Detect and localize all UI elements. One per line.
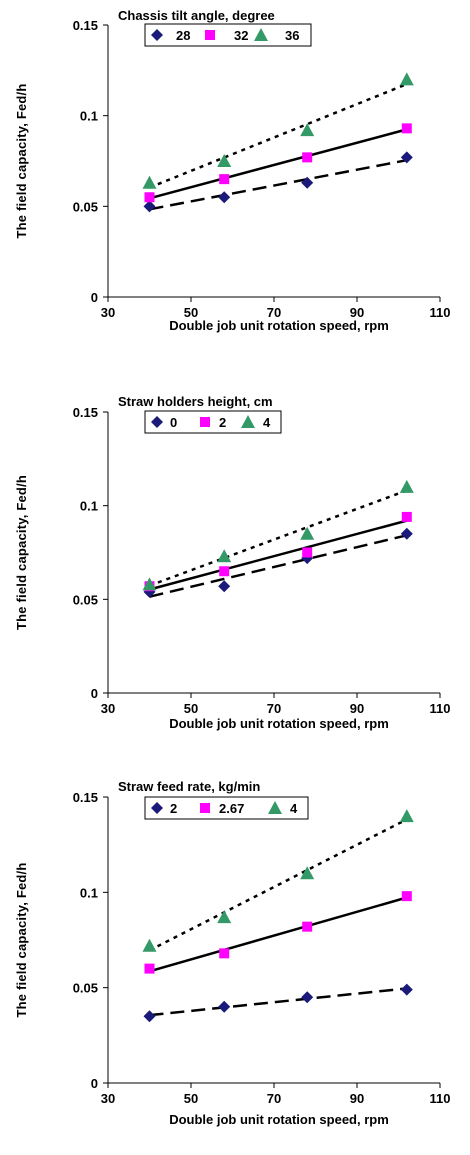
- chart-straw-feed-rate: 0 0.05 0.1 0.15 30 50 70 90 110 Double job unit r…: [0, 770, 470, 1155]
- y-tick-label: 0: [91, 1076, 98, 1091]
- legend-label: 0: [170, 415, 177, 430]
- data-point-series-2.67: [302, 922, 312, 932]
- legend-marker-32: [205, 30, 215, 40]
- x-tick-label: 110: [430, 1091, 451, 1106]
- x-tick-label: 30: [101, 701, 115, 716]
- data-point-series-4: [400, 480, 414, 493]
- trendline-series-4: [150, 490, 407, 585]
- data-point-series-2: [301, 991, 313, 1003]
- legend-label: 28: [176, 28, 190, 43]
- data-point-series-0: [401, 528, 413, 540]
- data-point-series-4: [143, 939, 157, 952]
- y-tick-label: 0.05: [73, 199, 98, 214]
- data-point-series-4: [400, 809, 414, 822]
- y-axis-label: The field capacity, Fed/h: [14, 83, 29, 238]
- data-point-series-2.67: [145, 964, 155, 974]
- data-point-series-36: [400, 72, 414, 85]
- data-point-series-36: [143, 176, 157, 189]
- trendline-series-2: [150, 988, 407, 1015]
- data-point-series-4: [217, 549, 231, 562]
- data-point-series-4: [217, 910, 231, 923]
- y-tick-label: 0.15: [73, 405, 98, 420]
- data-point-series-2: [219, 566, 229, 576]
- trendline-series-0: [150, 535, 407, 596]
- x-tick-label: 110: [430, 305, 451, 320]
- legend-marker-2: [200, 417, 210, 427]
- legend-label: 2: [219, 415, 226, 430]
- trendline-series-4: [150, 819, 407, 950]
- data-point-series-2: [218, 1001, 230, 1013]
- trendline-series-32: [150, 129, 407, 198]
- y-tick-label: 0: [91, 290, 98, 305]
- data-point-series-32: [402, 123, 412, 133]
- data-point-series-2: [401, 984, 413, 996]
- trendline-series-2.67: [150, 898, 407, 972]
- legend-title: Straw feed rate, kg/min: [118, 779, 260, 794]
- data-point-series-0: [218, 580, 230, 592]
- legend-label: 4: [290, 801, 298, 816]
- trendline-series-2: [150, 521, 407, 590]
- y-tick-label: 0.15: [73, 18, 98, 33]
- legend-label: 4: [263, 415, 271, 430]
- y-axis-label: The field capacity, Fed/h: [14, 862, 29, 1017]
- y-tick-label: 0.05: [73, 981, 98, 996]
- data-point-series-28: [218, 191, 230, 203]
- legend-box: [145, 411, 281, 433]
- x-tick-label: 50: [184, 1091, 198, 1106]
- data-point-series-32: [302, 152, 312, 162]
- x-tick-label: 70: [267, 1091, 281, 1106]
- x-tick-label: 70: [267, 701, 281, 716]
- x-tick-label: 30: [101, 305, 115, 320]
- x-axis-label: Double job unit rotation speed, rpm: [169, 716, 389, 731]
- legend-label: 2.67: [219, 801, 244, 816]
- y-tick-label: 0.1: [80, 499, 98, 514]
- x-tick-label: 30: [101, 1091, 115, 1106]
- legend-marker-2.67: [200, 803, 210, 813]
- y-tick-label: 0: [91, 686, 98, 701]
- x-axis-label: Double job unit rotation speed, rpm: [169, 1112, 389, 1127]
- data-point-series-32: [219, 174, 229, 184]
- data-point-series-28: [301, 177, 313, 189]
- y-tick-label: 0.1: [80, 109, 98, 124]
- trendline-series-28: [150, 160, 407, 209]
- data-point-series-32: [145, 192, 155, 202]
- y-axis-label: The field capacity, Fed/h: [14, 475, 29, 630]
- legend-label: 32: [234, 28, 248, 43]
- data-point-series-2: [402, 512, 412, 522]
- chart-chassis-tilt-angle: 0 0.05 0.1 0.15 30 50 70 90 110 Double job unit r…: [0, 0, 470, 385]
- x-axis-label: Double job unit rotation speed, rpm: [169, 318, 389, 333]
- y-tick-label: 0.1: [80, 885, 98, 900]
- x-tick-label: 50: [184, 701, 198, 716]
- legend-title: Chassis tilt angle, degree: [118, 8, 275, 23]
- data-point-series-2: [144, 1010, 156, 1022]
- legend-label: 36: [285, 28, 299, 43]
- trendline-series-36: [150, 84, 407, 187]
- y-tick-label: 0.05: [73, 592, 98, 607]
- data-point-series-2: [302, 548, 312, 558]
- legend-label: 2: [170, 801, 177, 816]
- chart-straw-holders-height: 0 0.05 0.1 0.15 30 50 70 90 110 Double job unit r…: [0, 385, 470, 770]
- data-point-series-2.67: [219, 948, 229, 958]
- legend-title: Straw holders height, cm: [118, 394, 273, 409]
- y-tick-label: 0.15: [73, 790, 98, 805]
- data-point-series-2.67: [402, 891, 412, 901]
- x-tick-label: 90: [350, 701, 364, 716]
- x-tick-label: 90: [350, 1091, 364, 1106]
- x-tick-label: 110: [430, 701, 451, 716]
